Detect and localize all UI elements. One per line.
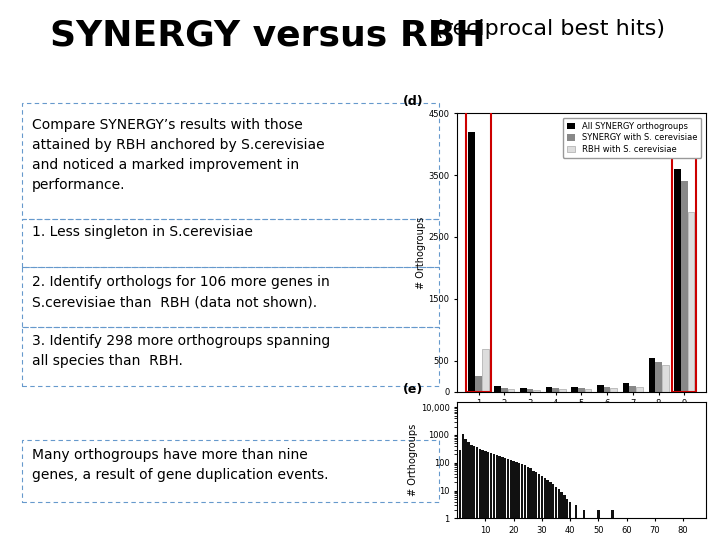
Bar	[526, 389, 534, 392]
Y-axis label: # Orthogroups: # Orthogroups	[408, 424, 418, 496]
Bar	[597, 510, 600, 540]
Bar	[583, 510, 585, 540]
Text: (d): (d)	[402, 95, 423, 108]
Bar	[526, 467, 529, 540]
Bar	[636, 387, 643, 392]
Bar	[464, 440, 467, 540]
Text: Compare SYNERGY’s results with those
attained by RBH anchored by S.cerevisiae
an: Compare SYNERGY’s results with those att…	[32, 118, 325, 192]
Bar	[597, 386, 604, 392]
Bar	[476, 447, 478, 540]
Text: (e): (e)	[402, 383, 423, 396]
Bar	[681, 181, 688, 392]
Text: 1. Less singleton in S.cerevisiae: 1. Less singleton in S.cerevisiae	[32, 225, 253, 239]
Bar	[482, 450, 484, 540]
Bar	[696, 518, 698, 540]
Bar	[672, 151, 696, 392]
Bar	[538, 475, 540, 540]
Bar	[534, 390, 540, 392]
Bar	[508, 389, 514, 392]
Y-axis label: # Orthogroups: # Orthogroups	[415, 217, 426, 288]
Text: Many orthogroups have more than nine
genes, a result of gene duplication events.: Many orthogroups have more than nine gen…	[32, 448, 328, 482]
Bar	[688, 212, 694, 392]
Bar	[520, 388, 526, 392]
Text: (reciprocal best hits): (reciprocal best hits)	[428, 19, 665, 39]
Bar	[569, 502, 571, 540]
Text: 2. Identify orthologs for 106 more genes in
S.cerevisiae than  RBH (data not sho: 2. Identify orthologs for 106 more genes…	[32, 275, 330, 309]
Bar	[604, 387, 611, 392]
Bar	[510, 460, 512, 540]
Bar	[473, 446, 475, 540]
Bar	[516, 462, 518, 540]
Bar	[490, 453, 492, 540]
Bar	[559, 389, 566, 392]
Bar	[552, 388, 559, 392]
Bar	[479, 449, 481, 540]
Bar	[649, 357, 655, 392]
Bar	[470, 444, 472, 540]
Bar	[626, 518, 628, 540]
Bar	[485, 451, 487, 540]
Bar	[667, 518, 670, 540]
Bar	[459, 449, 462, 540]
Bar	[578, 388, 585, 392]
Bar	[487, 452, 490, 540]
Bar	[467, 442, 469, 540]
Bar	[552, 484, 554, 540]
Bar	[546, 387, 552, 392]
Bar	[662, 365, 669, 392]
Bar	[495, 455, 498, 540]
Bar	[513, 461, 515, 540]
Bar	[518, 463, 521, 540]
Bar	[655, 362, 662, 392]
Bar	[639, 518, 642, 540]
X-axis label: # Species per Orthogroup: # Species per Orthogroup	[518, 414, 645, 424]
Bar	[501, 388, 508, 392]
Bar	[560, 492, 563, 540]
Bar	[492, 455, 495, 540]
Bar	[546, 480, 549, 540]
Bar	[469, 132, 475, 392]
Bar	[682, 518, 684, 540]
Bar	[523, 465, 526, 540]
Bar	[501, 457, 503, 540]
Bar	[482, 349, 489, 392]
Bar	[535, 472, 537, 540]
Bar	[555, 487, 557, 540]
Bar	[521, 464, 523, 540]
Bar	[504, 458, 506, 540]
Bar	[494, 386, 501, 391]
Bar	[498, 456, 500, 540]
Bar	[529, 468, 532, 540]
Bar	[585, 389, 591, 392]
Text: 3. Identify 298 more orthogroups spanning
all species than  RBH.: 3. Identify 298 more orthogroups spannin…	[32, 334, 330, 368]
Text: SYNERGY versus RBH: SYNERGY versus RBH	[50, 19, 486, 53]
Bar	[549, 482, 552, 540]
Bar	[674, 169, 681, 392]
Bar	[654, 518, 656, 540]
Bar	[611, 388, 617, 392]
Bar	[575, 505, 577, 540]
Bar	[557, 489, 560, 540]
Bar	[532, 471, 535, 540]
Bar	[563, 495, 566, 540]
Bar	[572, 387, 578, 392]
Bar	[566, 499, 569, 540]
Bar	[629, 386, 636, 392]
Legend: All SYNERGY orthogroups, SYNERGY with S. cerevisiae, RBH with S. cerevisiae: All SYNERGY orthogroups, SYNERGY with S.…	[562, 118, 701, 158]
Bar	[623, 383, 629, 392]
Bar	[611, 510, 613, 540]
Bar	[507, 459, 509, 540]
Bar	[475, 376, 482, 392]
Bar	[544, 478, 546, 540]
Bar	[462, 434, 464, 540]
Bar	[541, 476, 543, 540]
Bar	[467, 111, 490, 392]
